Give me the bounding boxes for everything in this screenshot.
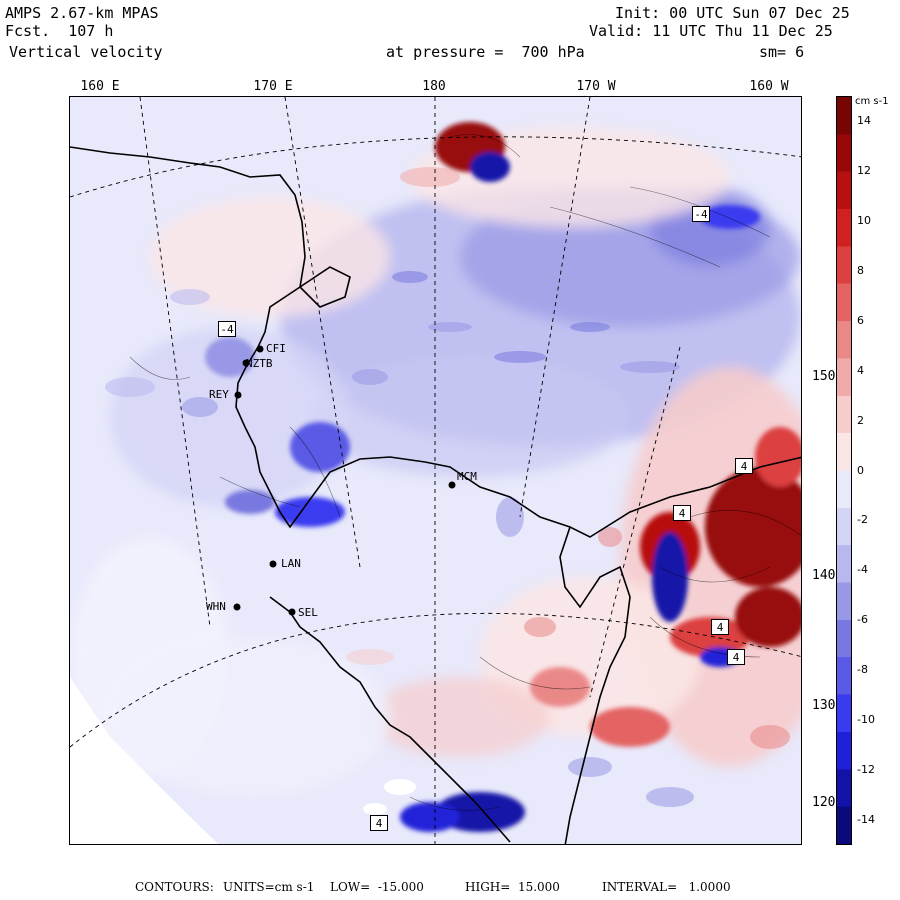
max-marker-box: 4 [735,458,753,474]
colorbar-units: cm s-1 [855,96,889,107]
no-data-areas [70,677,416,844]
station-markers [233,345,456,616]
colorbar-tick: 8 [857,263,864,277]
colorbar-tick: -10 [857,713,875,727]
colorbar-tick: 6 [857,313,864,327]
footer-high: HIGH= 15.000 [465,880,560,894]
colorbar [836,96,852,845]
lon-label-170w: 170 W [576,79,616,94]
station-label-cfi: CFI [266,342,286,355]
colorbar-tick: 2 [857,413,864,427]
station-dot-sel [288,608,296,616]
footer-contours: CONTOURS: [135,880,214,894]
min-marker-box: -4 [218,321,236,337]
colorbar-tick: 4 [857,363,864,377]
field-smooth-layer [70,127,801,797]
field-name: Vertical velocity [9,43,163,61]
station-label-nztb: NZTB [246,357,273,370]
station-label-lan: LAN [281,557,301,570]
footer-units: UNITS=cm s-1 [223,880,315,894]
map-panel [69,96,802,845]
station-label-whn: WHN [206,600,226,613]
station-dot-mcm [448,481,456,489]
map-canvas [70,97,801,844]
colorbar-tick: -8 [857,663,868,677]
field-texture [105,167,790,807]
lon-label-160w: 160 W [749,79,789,94]
colorbar-tick: 12 [857,163,871,177]
lon-label-180: 180 [422,79,446,94]
model-title: AMPS 2.67-km MPAS [5,4,159,22]
forecast-hour: Fcst. 107 h [5,22,113,40]
colorbar-tick: -2 [857,513,868,527]
station-dot-cfi [256,345,264,353]
station-dot-whn [233,603,241,611]
pressure-level: at pressure = 700 hPa [386,43,585,61]
colorbar-tick: 14 [857,113,871,127]
max-marker-box: 4 [370,815,388,831]
footer-low: LOW= -15.000 [330,880,424,894]
colorbar-tick: 10 [857,213,871,227]
valid-time: Valid: 11 UTC Thu 11 Dec 25 [589,22,833,40]
colorbar-tick: -14 [857,813,875,827]
station-dot-rey [234,391,242,399]
station-dot-lan [269,560,277,568]
field-core-layer [205,122,801,832]
station-label-mcm: MCM [457,470,477,483]
station-label-rey: REY [209,388,229,401]
min-marker-box: -4 [692,206,710,222]
colorbar-tick: -6 [857,613,868,627]
coastlines [70,146,801,844]
graticule [70,97,801,844]
fcst-value: 107 h [68,22,114,40]
max-marker-box: 4 [711,619,729,635]
smoothing-level: sm= 6 [759,43,805,61]
contour-lines [129,134,801,811]
colorbar-tick: -12 [857,763,875,777]
colorbar-tick: -4 [857,563,868,577]
init-time: Init: 00 UTC Sun 07 Dec 25 [615,4,850,22]
max-marker-box: 4 [727,649,745,665]
colorbar-tick: 0 [857,463,864,477]
lon-label-170e: 170 E [253,79,293,94]
fcst-label: Fcst. [5,22,51,40]
lon-label-160e: 160 E [80,79,120,94]
station-label-sel: SEL [298,606,318,619]
max-marker-box: 4 [673,505,691,521]
footer-interval: INTERVAL= 1.0000 [602,880,731,894]
station-dot-nztb [242,359,250,367]
